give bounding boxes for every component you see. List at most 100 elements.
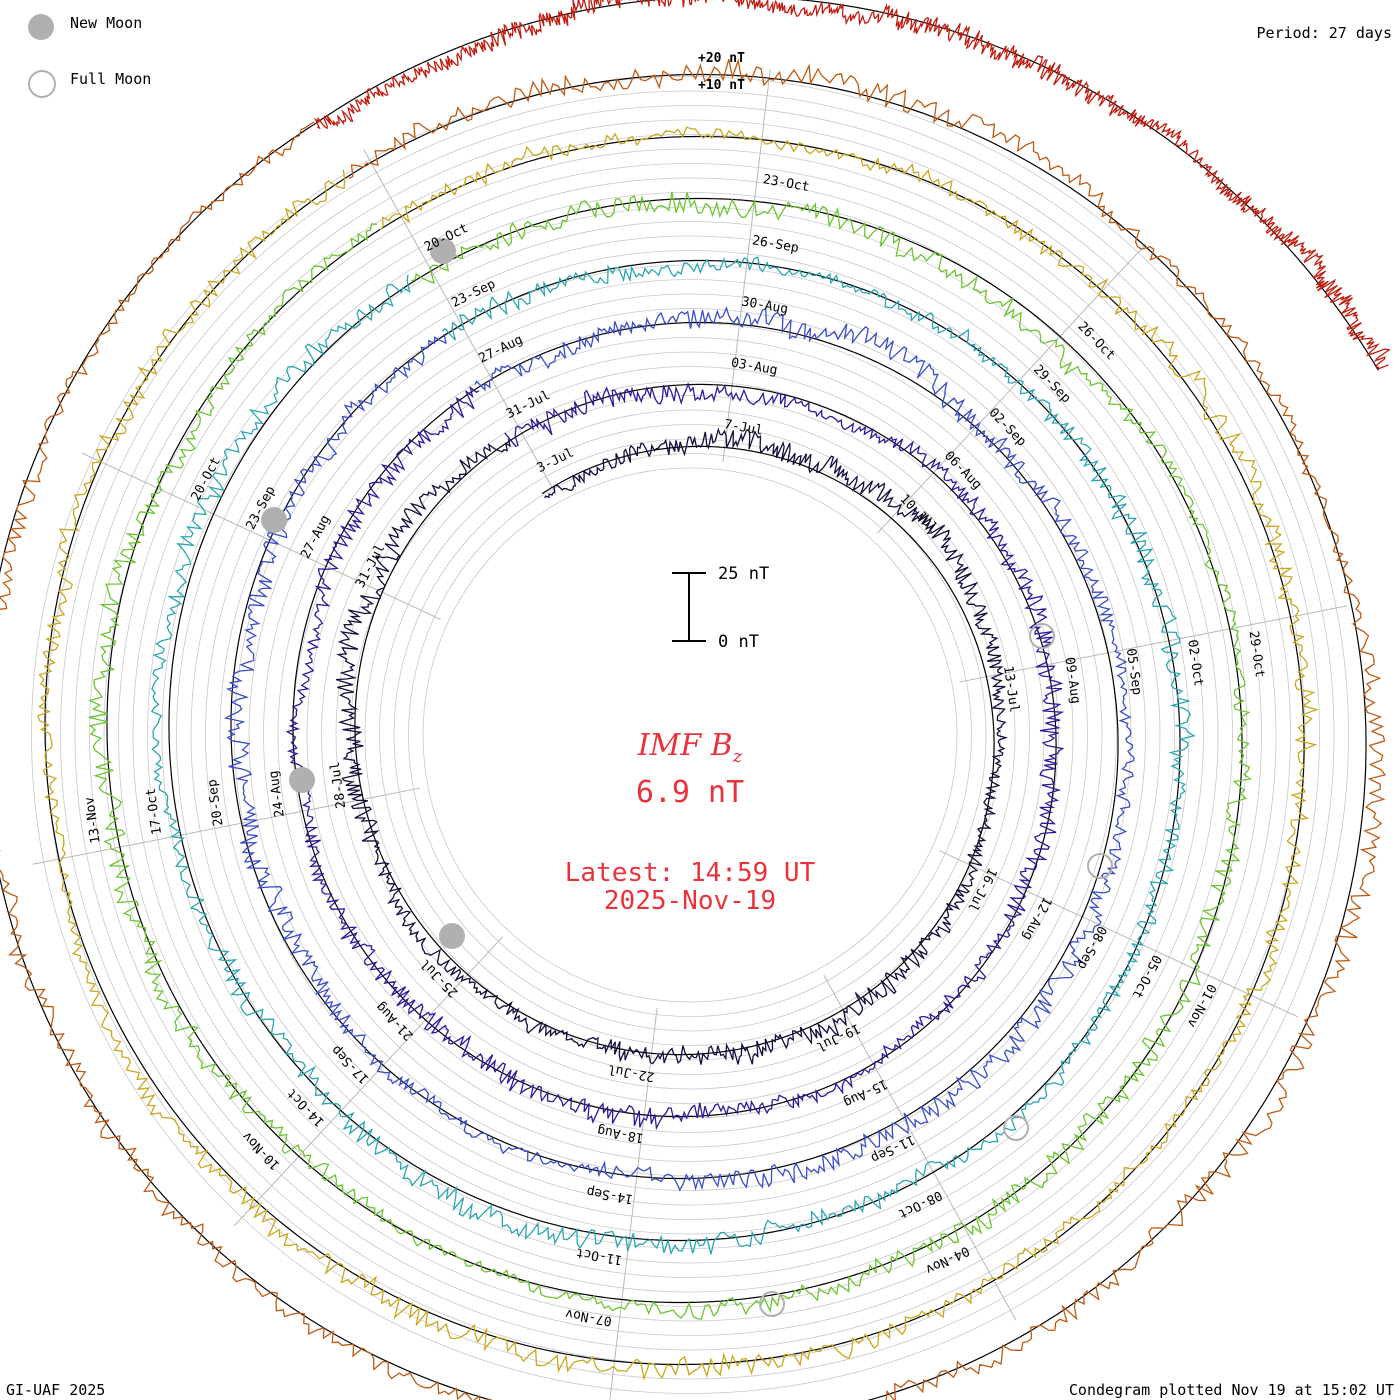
grid-ring	[248, 293, 1132, 1177]
bz-trace-rotation-1	[335, 427, 1009, 1065]
grid-spoke	[722, 69, 771, 463]
grid-ring	[364, 409, 1016, 1061]
grid-ring	[263, 308, 1117, 1162]
date-tick-label: 08-Oct	[896, 1187, 945, 1221]
date-tick-label: 17-Oct	[144, 787, 165, 836]
date-tick-label: 07-Nov	[564, 1305, 613, 1328]
latest-value: 6.9 nT	[635, 775, 745, 810]
grid-spoke	[939, 850, 1299, 1018]
grid-spoke	[823, 974, 1017, 1321]
grid-spoke	[233, 936, 504, 1227]
date-tick-label: 24-Aug	[266, 770, 287, 819]
bz-trace-rotation-8	[314, 0, 1391, 370]
bz-trace-rotation-4	[150, 256, 1196, 1256]
grid-spoke	[363, 149, 557, 496]
full-moon-marker	[1003, 1115, 1029, 1141]
date-tick-label: 29-Oct	[1246, 630, 1267, 679]
date-tick-label: 04-Nov	[923, 1243, 972, 1277]
full-moon-marker	[1087, 853, 1113, 879]
date-tick-label: 7-Jul	[723, 417, 764, 439]
chart-title-main: IMF B	[637, 728, 733, 763]
zero-baseline	[0, 73, 1367, 1400]
amplitude-labels: +20 nT +10 nT	[698, 51, 745, 93]
grid-ring	[147, 192, 1233, 1278]
full-moon-legend-icon	[28, 70, 56, 98]
new-moon-marker	[261, 507, 287, 533]
date-tick-label: 26-Sep	[751, 233, 800, 256]
date-tick-label: 20-Sep	[205, 778, 226, 827]
new-moon-marker	[289, 767, 315, 793]
credit-label: GI-UAF 2025	[6, 1381, 106, 1399]
grid-ring	[422, 467, 958, 1003]
bz-trace-rotation-3	[224, 305, 1135, 1192]
grid-ring	[321, 366, 1059, 1104]
date-tick-label: 31-Jul	[504, 388, 553, 422]
grid-ring	[408, 453, 972, 1017]
grid-ring	[31, 76, 1349, 1394]
date-tick-label: 12-Aug	[1019, 894, 1054, 943]
date-tick-label: 16-Jul	[964, 865, 999, 914]
plotted-timestamp: Condegram plotted Nov 19 at 15:02 UT	[1068, 1381, 1394, 1399]
grid-ring	[379, 424, 1001, 1046]
full-moon-legend-label: Full Moon	[70, 70, 152, 88]
chart-title: IMF Bz	[560, 728, 820, 767]
grid-spoke	[876, 243, 1147, 534]
grid-ring	[45, 90, 1335, 1380]
scale-bar	[672, 572, 706, 644]
date-tick-label: 05-Sep	[1123, 648, 1144, 697]
grid-ring	[161, 206, 1219, 1264]
bz-trace-rotation-7	[0, 58, 1387, 1400]
date-tick-label: 13-Jul	[1000, 665, 1021, 714]
grid-spoke	[609, 1007, 658, 1400]
date-tick-label: 28-Jul	[328, 761, 349, 810]
date-tick-label: 14-Sep	[585, 1183, 634, 1206]
grid-rings	[31, 76, 1349, 1394]
grid-ring	[89, 134, 1291, 1336]
bz-trace-rotation-2	[285, 382, 1065, 1131]
date-tick-label: 11-Oct	[575, 1244, 624, 1267]
new-moon-legend-label: New Moon	[70, 14, 143, 32]
date-tick-label: 13-Nov	[82, 796, 103, 845]
grid-spoke	[32, 787, 421, 865]
latest-time: Latest: 14:59 UT	[564, 858, 816, 888]
new-moon-marker	[430, 238, 456, 264]
new-moon-legend-icon	[28, 14, 54, 40]
date-tick-label: 23-Oct	[762, 172, 811, 195]
date-tick-label: 18-Aug	[596, 1122, 645, 1145]
grid-ring	[190, 235, 1190, 1235]
moon-markers	[261, 238, 1113, 1317]
grid-ring	[393, 438, 987, 1032]
grid-ring	[132, 177, 1248, 1293]
bz-trace-rotation-6	[37, 126, 1319, 1381]
full-moon-marker	[759, 1291, 785, 1317]
zero-baseline	[230, 321, 1119, 1180]
scale-bar-top-label: 25 nT	[718, 564, 770, 584]
date-tick-label: 01-Nov	[1183, 981, 1218, 1030]
zero-baseline	[314, 0, 1379, 371]
amplitude-label: +20 nT	[698, 51, 745, 66]
date-tick-label: 02-Oct	[1184, 639, 1205, 688]
grid-spoke	[959, 605, 1348, 683]
latest-date: 2025-Nov-19	[603, 886, 777, 916]
grid-ring	[176, 221, 1204, 1249]
scale-bar-bottom-label: 0 nT	[718, 632, 759, 652]
chart-title-subscript: z	[732, 746, 743, 767]
date-tick-label: 20-Oct	[189, 455, 224, 504]
full-moon-marker	[1029, 623, 1055, 649]
bz-trace-rotation-5	[88, 191, 1253, 1320]
grid-spoke	[81, 452, 441, 620]
date-tick-label: 09-Aug	[1061, 656, 1082, 705]
grid-ring	[234, 279, 1146, 1191]
date-tick-label: 15-Aug	[841, 1076, 890, 1110]
date-tick-label: 08-Sep	[1074, 923, 1109, 972]
grid-spokes	[32, 69, 1348, 1400]
grid-ring	[335, 380, 1045, 1090]
grid-ring	[219, 264, 1161, 1206]
period-label: Period: 27 days	[1256, 24, 1392, 42]
grid-ring	[306, 351, 1074, 1119]
date-tick-label: 27-Aug	[477, 332, 526, 366]
grid-ring	[205, 250, 1175, 1220]
new-moon-marker	[439, 923, 465, 949]
